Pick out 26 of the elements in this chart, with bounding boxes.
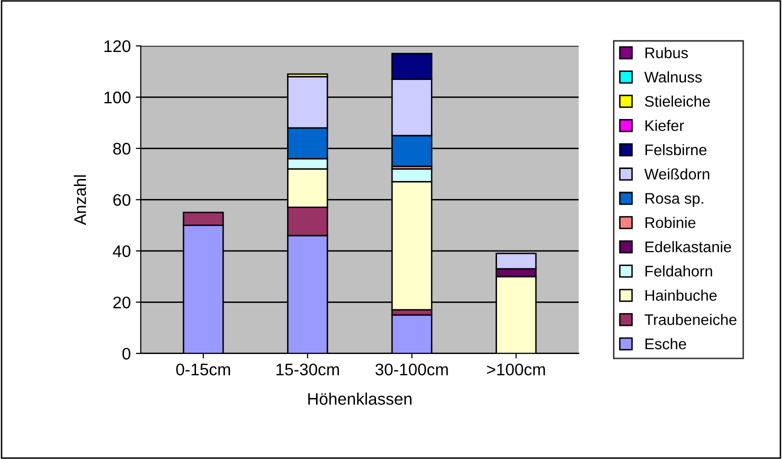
x-axis-title: Höhenklassen	[308, 392, 412, 405]
y-tick-label: 0	[122, 348, 130, 360]
x-tick-label: 0-15cm	[176, 364, 230, 376]
y-tick-label: 80	[113, 142, 130, 155]
legend-label: Weißdorn	[644, 168, 710, 180]
legend-label: Esche	[646, 338, 686, 350]
legend-label: Edelkastanie	[646, 241, 732, 252]
legend-label: Robinie	[646, 216, 696, 228]
legend-label: Felsbirne	[646, 144, 706, 156]
y-tick-label: 120	[104, 40, 130, 52]
legend-label: Stieleiche	[644, 96, 710, 107]
x-tick-label: 30-100cm	[375, 364, 448, 376]
legend-label: Feldahorn	[646, 265, 712, 277]
legend-label: Hainbuche	[646, 290, 717, 301]
y-tick-label: 20	[113, 296, 130, 308]
legend-label: Traubeneiche	[644, 314, 736, 326]
legend-label: Kiefer	[646, 120, 684, 132]
y-axis-title: Anzahl	[74, 175, 86, 226]
legend-label: Rubus	[646, 47, 688, 58]
legend-label: Rosa sp.	[646, 193, 704, 207]
y-tick-label: 100	[104, 92, 130, 104]
y-tick-label: 60	[113, 194, 130, 206]
y-tick-label: 40	[112, 245, 130, 258]
legend-label: Walnuss	[644, 71, 702, 83]
x-tick-label: 15-30cm	[276, 364, 339, 376]
x-tick-label: >100cm	[487, 364, 545, 376]
